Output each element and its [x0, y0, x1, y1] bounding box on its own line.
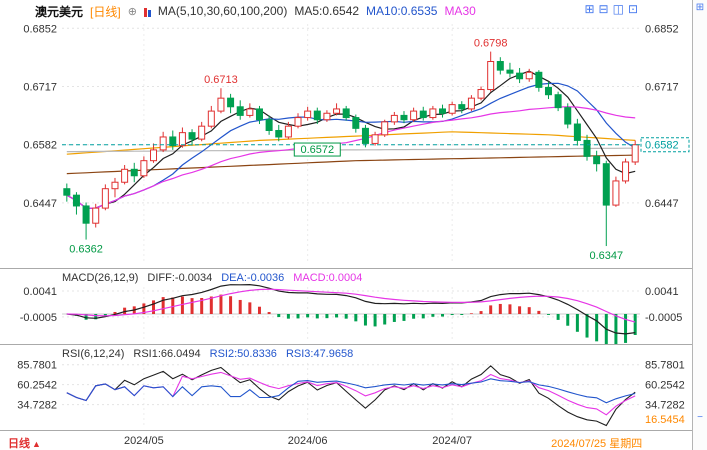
- bottom-bar: 日线 ▲ 2024/05 2024/06 2024/07 2024/07/25 星期四: [0, 430, 692, 450]
- zoom-out-button[interactable]: −: [697, 412, 703, 423]
- macd-panel: MACD(26,12,9) DIFF:-0.0034 DEA:-0.0036 M…: [0, 268, 692, 344]
- macd-diff-value: DIFF:-0.0034: [147, 272, 213, 284]
- rsi2-value: RSI2:50.8336: [209, 348, 277, 360]
- svg-text:0.6347: 0.6347: [589, 250, 623, 262]
- svg-text:0.6582: 0.6582: [23, 140, 57, 152]
- x-axis-date: 2024/07/25 星期四: [551, 438, 643, 450]
- rsi-params-label: RSI(6,12,24): [62, 348, 125, 360]
- chart-main-area: 澳元美元 [日线] ⊕ MA(5,10,30,60,100,200) MA5:0…: [0, 0, 692, 450]
- macd-dea-value: DEA:-0.0036: [221, 272, 285, 284]
- svg-text:60.2542: 60.2542: [17, 380, 57, 392]
- svg-text:0.6852: 0.6852: [23, 23, 57, 35]
- svg-text:-0.0005: -0.0005: [20, 312, 57, 324]
- x-axis-date: 2024/07: [432, 435, 473, 447]
- svg-text:0.0041: 0.0041: [23, 286, 57, 298]
- dropdown-arrow-icon: ▲: [32, 439, 41, 449]
- ma10-value: MA10:0.6535: [366, 4, 438, 18]
- candle-header: 澳元美元 [日线] ⊕ MA(5,10,30,60,100,200) MA5:0…: [0, 0, 692, 19]
- svg-text:-0.0005: -0.0005: [645, 312, 682, 324]
- svg-text:0.6852: 0.6852: [645, 23, 679, 35]
- x-axis-date: 2024/05: [123, 435, 164, 447]
- macd-chart[interactable]: 0.0041 0.0041 -0.0005 -0.0005: [0, 284, 692, 344]
- layout-grid-icon[interactable]: ⊞: [584, 2, 595, 16]
- candlestick-panel: 澳元美元 [日线] ⊕ MA(5,10,30,60,100,200) MA5:0…: [0, 0, 692, 268]
- svg-text:0.6717: 0.6717: [23, 82, 57, 94]
- symbol-name: 澳元美元: [35, 4, 84, 19]
- ma-params-label: MA(5,10,30,60,100,200): [157, 4, 288, 18]
- svg-text:0.6447: 0.6447: [23, 198, 57, 210]
- svg-text:34.7282: 34.7282: [17, 400, 57, 412]
- svg-text:0.6798: 0.6798: [474, 38, 508, 50]
- period-selector[interactable]: 日线 ▲: [8, 435, 41, 450]
- ma30-value: MA30: [444, 4, 476, 18]
- x-axis-date: 2024/06: [287, 435, 328, 447]
- layout-single-icon[interactable]: ⊡: [627, 2, 638, 16]
- layout-split-vertical-icon[interactable]: ◫: [612, 2, 624, 16]
- period-selector-label: 日线: [8, 438, 30, 450]
- svg-text:0.6582: 0.6582: [645, 140, 679, 152]
- candlestick-chart[interactable]: 0.6852 0.6852 0.6717 0.6717 0.6582 0.6582 0.64…: [0, 18, 692, 268]
- layout-icon-group: ⊞ ⊟ ◫ ⊡: [584, 3, 638, 16]
- svg-text:0.6717: 0.6717: [645, 82, 679, 94]
- macd-params-label: MACD(26,12,9): [62, 272, 139, 284]
- svg-text:60.2542: 60.2542: [645, 380, 685, 392]
- svg-text:34.7282: 34.7282: [645, 400, 685, 412]
- indicator-settings-icon[interactable]: ⊕: [127, 5, 137, 18]
- period-tag: [日线]: [90, 4, 121, 19]
- macd-header: MACD(26,12,9) DIFF:-0.0034 DEA:-0.0036 M…: [0, 268, 692, 284]
- svg-text:0.0041: 0.0041: [645, 286, 679, 298]
- rsi-chart[interactable]: 85.7801 85.7801 60.2542 60.2542 34.7282 34.72…: [0, 360, 692, 430]
- svg-text:0.6362: 0.6362: [69, 244, 103, 256]
- svg-text:85.7801: 85.7801: [17, 360, 57, 372]
- rsi-panel: RSI(6,12,24) RSI1:66.0494 RSI2:50.8336 R…: [0, 344, 692, 430]
- rsi-header: RSI(6,12,24) RSI1:66.0494 RSI2:50.8336 R…: [0, 344, 692, 360]
- rsi3-value: RSI3:47.9658: [285, 348, 354, 360]
- svg-text:0.6572: 0.6572: [300, 144, 334, 156]
- right-toolbar: ⊞ −: [692, 0, 707, 450]
- ma5-value: MA5:0.6542: [294, 4, 360, 18]
- candle-style-icon[interactable]: [143, 6, 151, 17]
- panel-layout-icon[interactable]: ⊞: [695, 2, 705, 13]
- svg-text:16.5454: 16.5454: [645, 414, 685, 426]
- svg-text:85.7801: 85.7801: [645, 360, 685, 372]
- macd-value: MACD:0.0004: [293, 272, 363, 284]
- svg-text:0.6713: 0.6713: [204, 74, 238, 86]
- svg-text:0.6447: 0.6447: [645, 198, 679, 210]
- rsi1-value: RSI1:66.0494: [133, 348, 201, 360]
- layout-split-horizontal-icon[interactable]: ⊟: [598, 2, 609, 16]
